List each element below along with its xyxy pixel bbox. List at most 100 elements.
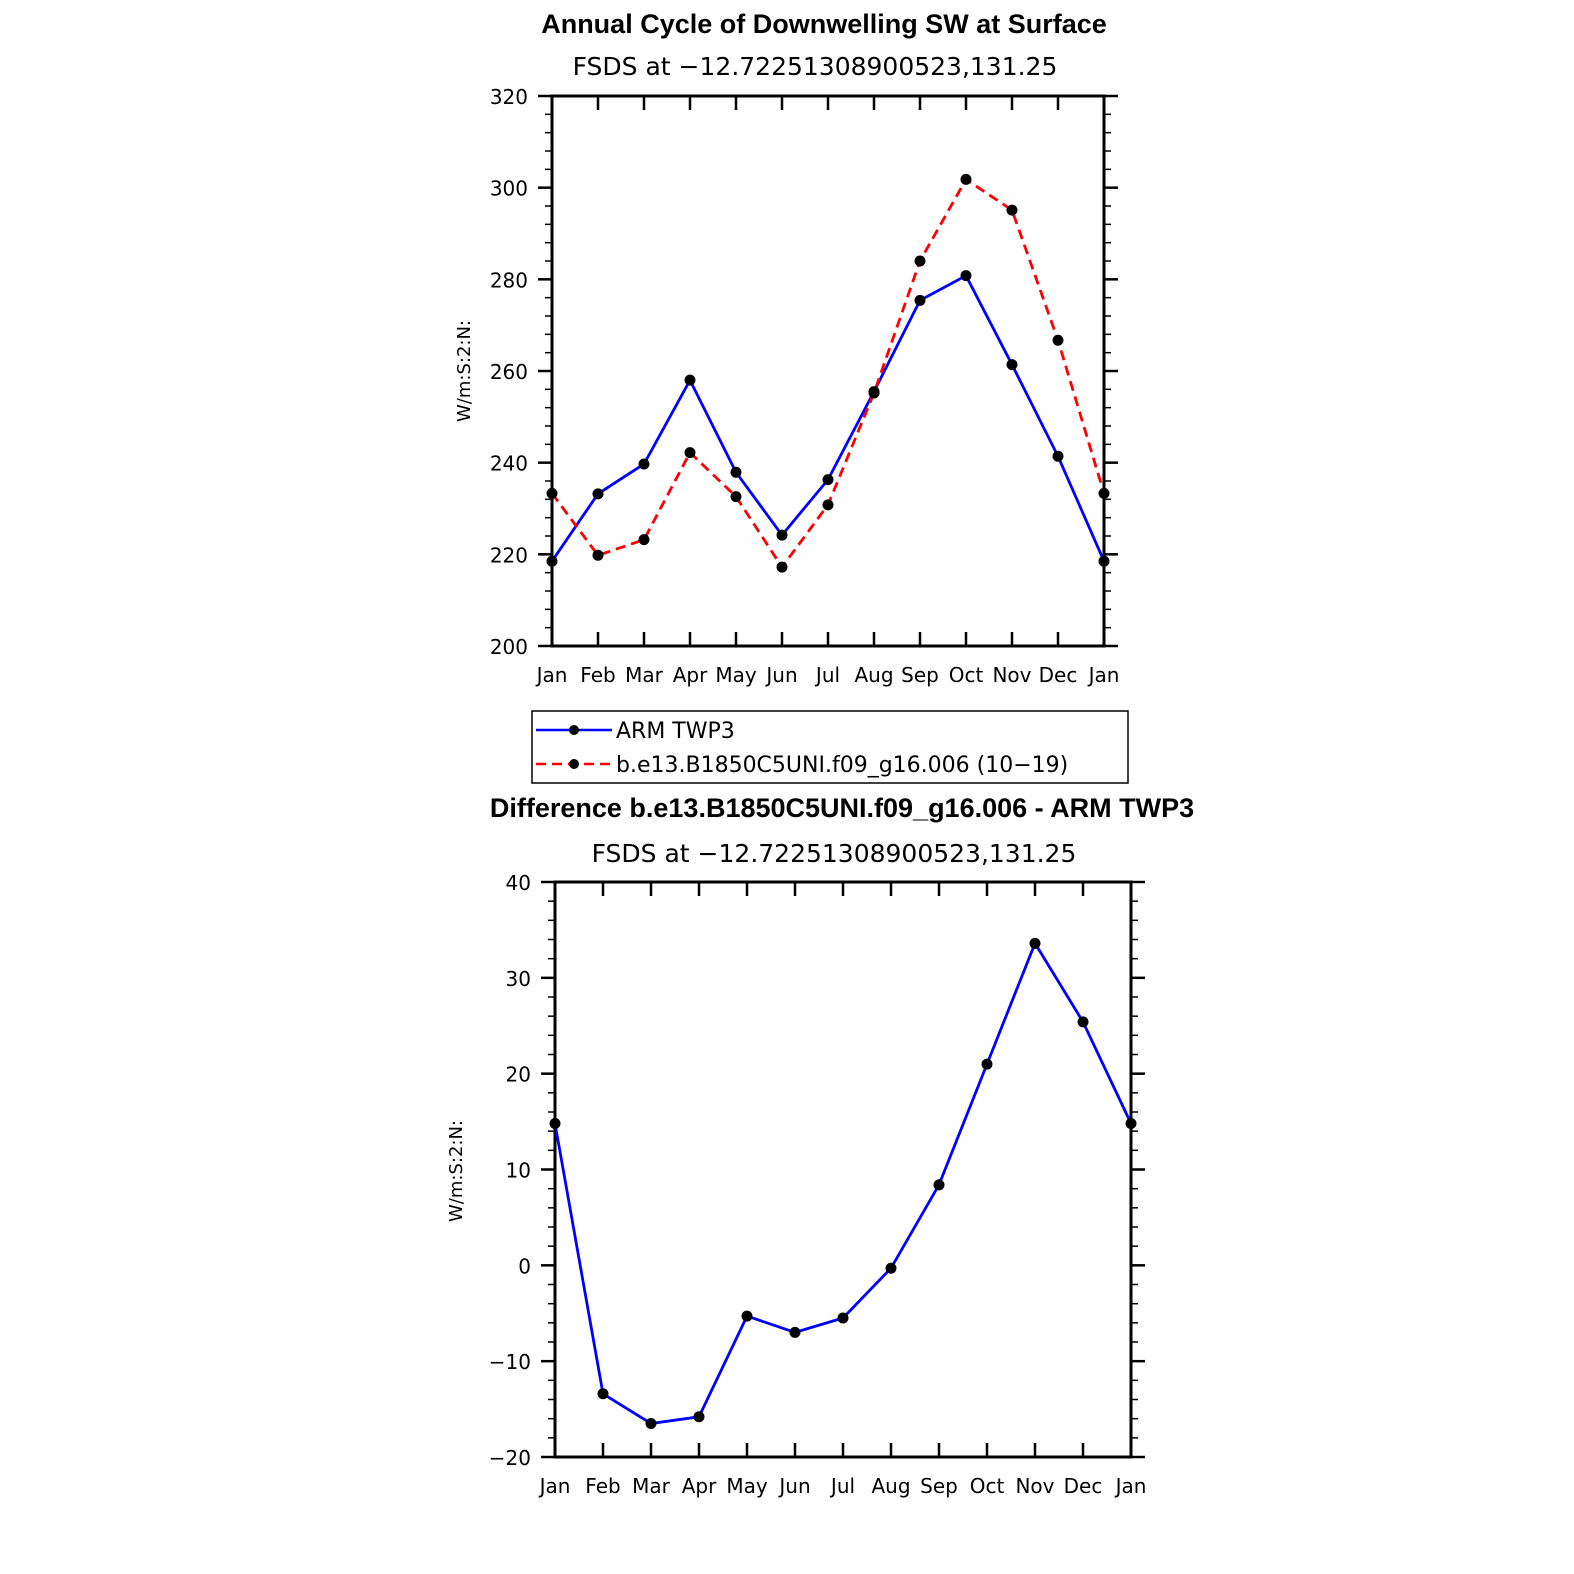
chart-top-series-1-point [960, 173, 972, 185]
chart-bottom-plot-frame [553, 880, 1133, 1459]
chart-top-xtick-label: Feb [580, 663, 615, 687]
chart-bottom-xtick-label: Jan [538, 1474, 571, 1498]
chart-bottom-series-0-point [741, 1310, 753, 1322]
chart-bottom-xtick-label: Oct [970, 1474, 1005, 1498]
chart-top-series-0-point [730, 466, 742, 478]
chart-top-title: Annual Cycle of Downwelling SW at Surfac… [541, 9, 1107, 39]
chart-bottom-series-0-point [933, 1179, 945, 1191]
chart-bottom-series-0-point [1125, 1118, 1137, 1129]
legend-label-arm-twp3: ARM TWP3 [616, 719, 735, 744]
chart-bottom-xtick-label: May [726, 1474, 768, 1498]
chart-bottom: Difference b.e13.B1850C5UNI.f09_g16.006 … [446, 793, 1194, 1498]
legend-entry-model: b.e13.B1850C5UNI.f09_g16.006 (10−19) [536, 753, 1068, 778]
chart-top-ytick-label: 260 [490, 360, 528, 384]
chart-bottom-series-0-point [597, 1388, 609, 1400]
chart-top-ytick-label: 300 [490, 177, 528, 201]
chart-top-series-0-point [684, 374, 696, 386]
chart-top-series-0-point [776, 529, 788, 541]
legend-box [531, 710, 1129, 784]
chart-bottom-xtick-label: Mar [632, 1474, 671, 1498]
chart-bottom-xtick-label: Jul [829, 1474, 855, 1498]
chart-top-series-0-point [1098, 555, 1110, 567]
chart-bottom-ticks: Jan Feb Mar Apr May Jun Jul Aug Sep Oct Nov Dec Jan−… [489, 871, 1147, 1498]
chart-bottom-series-0-point [1029, 937, 1041, 949]
chart-bottom-series-0-point [645, 1417, 657, 1429]
chart-bottom-series [549, 937, 1137, 1429]
chart-bottom-series-0-point [1077, 1016, 1089, 1028]
chart-top-xtick-label: Apr [673, 663, 708, 687]
chart-top-series-1-point [638, 534, 650, 546]
chart-bottom-series-0-point [981, 1058, 993, 1070]
chart-bottom-ylabel: W/m:S:2:N: [446, 1120, 467, 1222]
chart-top-subtitle: FSDS at −12.72251308900523,131.25 [573, 52, 1058, 81]
chart-top-series-0-point [592, 488, 604, 500]
chart-bottom-ytick-label: 30 [506, 967, 531, 991]
chart-top-series-0-line [550, 273, 1106, 562]
chart-top-series-1-point [1098, 487, 1110, 499]
chart-bottom-xtick-label: Sep [920, 1474, 958, 1498]
chart-top-series-0-point [914, 294, 926, 306]
chart-top-ytick-label: 240 [490, 452, 528, 476]
chart-top: Annual Cycle of Downwelling SW at Surfac… [454, 9, 1129, 784]
chart-bottom-xtick-label: Dec [1064, 1474, 1103, 1498]
chart-top-ytick-label: 220 [490, 543, 528, 567]
chart-top-series-1-point [684, 447, 696, 459]
chart-top-series-1-point [822, 499, 834, 511]
chart-top-xtick-label: May [715, 663, 757, 687]
chart-top-series-1-point [730, 491, 742, 503]
chart-top-ticks: Jan Feb Mar Apr May Jun Jul Aug Sep Oct Nov Dec Jan 2… [490, 85, 1120, 687]
chart-top-xtick-label: Mar [625, 663, 664, 687]
chart-bottom-ytick-label: −20 [489, 1446, 531, 1470]
chart-top-series-0-point [1052, 450, 1064, 462]
chart-bottom-title: Difference b.e13.B1850C5UNI.f09_g16.006 … [490, 793, 1194, 823]
chart-top-series-1-point [1052, 334, 1064, 346]
chart-top-series-1-point [1006, 204, 1018, 216]
chart-bottom-ytick-label: 20 [506, 1063, 531, 1087]
chart-top-xtick-label: Jun [764, 663, 797, 687]
chart-top-series-1-point [546, 487, 558, 499]
chart-top-xtick-label: Jan [1087, 663, 1120, 687]
chart-top-series-0-point [546, 555, 558, 567]
chart-top-series-0-point [1006, 359, 1018, 371]
legend-label-model: b.e13.B1850C5UNI.f09_g16.006 (10−19) [616, 753, 1068, 778]
chart-top-series [546, 173, 1110, 573]
chart-bottom-xtick-label: Apr [682, 1474, 717, 1498]
chart-top-series-0-point [960, 270, 972, 282]
chart-top-xtick-label: Dec [1039, 663, 1078, 687]
chart-bottom-ytick-label: 40 [506, 871, 531, 895]
legend-entry-arm-twp3: ARM TWP3 [536, 719, 735, 744]
chart-top-xtick-label: Aug [854, 663, 893, 687]
chart-top-legend: ARM TWP3 b.e13.B1850C5UNI.f09_g16.006 (1… [531, 710, 1129, 784]
chart-top-series-1-point [592, 549, 604, 561]
chart-top-series-0-point [822, 474, 834, 486]
chart-top-series-0-point [638, 458, 650, 470]
chart-top-xtick-label: Jul [814, 663, 840, 687]
chart-bottom-series-0-point [789, 1326, 801, 1338]
chart-top-xtick-label: Jan [535, 663, 568, 687]
chart-top-ytick-label: 280 [490, 268, 528, 292]
legend-marker-arm-twp3 [569, 725, 579, 735]
chart-top-xtick-label: Oct [949, 663, 984, 687]
chart-bottom-xtick-label: Nov [1015, 1474, 1054, 1498]
chart-top-xtick-label: Sep [901, 663, 939, 687]
chart-top-series-1-point [868, 387, 880, 399]
chart-bottom-series-0-point [885, 1262, 897, 1274]
chart-top-xtick-label: Nov [992, 663, 1031, 687]
chart-bottom-xtick-label: Feb [585, 1474, 620, 1498]
chart-top-series-1-point [776, 561, 788, 573]
chart-top-plot-frame [550, 94, 1106, 648]
chart-bottom-series-0-point [837, 1312, 849, 1324]
chart-bottom-series-0-point [693, 1411, 705, 1423]
chart-bottom-series-0-line [553, 940, 1133, 1425]
chart-bottom-series-0-point [549, 1118, 561, 1129]
chart-bottom-subtitle: FSDS at −12.72251308900523,131.25 [592, 839, 1077, 868]
chart-bottom-ytick-label: 10 [506, 1159, 531, 1183]
chart-top-ytick-label: 320 [490, 85, 528, 109]
chart-top-series-1-point [914, 255, 926, 267]
chart-bottom-xtick-label: Aug [871, 1474, 910, 1498]
chart-bottom-xtick-label: Jun [777, 1474, 810, 1498]
chart-top-ylabel: W/m:S:2:N: [454, 320, 475, 422]
chart-top-ytick-label: 200 [490, 635, 528, 659]
chart-bottom-xtick-label: Jan [1114, 1474, 1147, 1498]
legend-marker-model [569, 759, 579, 769]
